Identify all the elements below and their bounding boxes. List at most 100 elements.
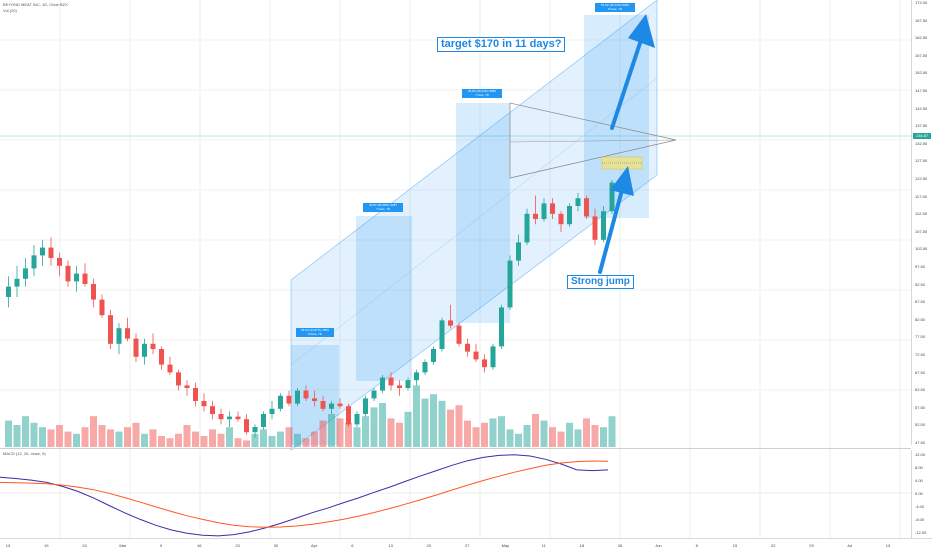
candle-body (218, 414, 224, 420)
candle-body (592, 216, 598, 240)
volume-bar (107, 429, 114, 447)
price-chart[interactable] (0, 0, 911, 538)
macd-tick: 8.00 (915, 465, 923, 470)
measure-label-1: 18.52 (44.87%) 1852 8 bars, 7D (296, 328, 334, 337)
price-tick: 132.50 (915, 140, 928, 146)
candle-body (235, 416, 241, 420)
macd-tick: -4.00 (915, 504, 925, 509)
volume-bar (464, 420, 471, 447)
volume-bar (328, 414, 335, 447)
time-tick: Mar (119, 543, 127, 548)
volume-bar (540, 420, 548, 447)
candle-body (167, 364, 173, 373)
candle-body (303, 390, 309, 399)
volume-bar (566, 422, 573, 447)
price-tick: 47.50 (915, 440, 926, 445)
volume-bar (532, 414, 539, 447)
time-axis[interactable]: 13 19 24 Mar 9 16 23 30 Apr 6 13 20 27 May 11 18 26 Jun 8 1… (0, 538, 932, 551)
price-tick: 87.50 (915, 299, 926, 305)
volume-bar (285, 427, 293, 447)
volume-bar (268, 436, 276, 447)
candle-body (414, 372, 419, 381)
channel-midline (290, 77, 658, 366)
time-tick: May (501, 543, 510, 548)
candle-body (371, 390, 377, 399)
candle-body (210, 406, 215, 414)
candle-body (422, 362, 428, 373)
volume-bar (506, 429, 514, 447)
jump-annotation[interactable]: Strong jump (567, 275, 634, 289)
volume-bar (336, 418, 344, 447)
candle-body (550, 203, 555, 214)
volume-bar (472, 427, 480, 447)
candle-body (91, 284, 96, 300)
candle-body (507, 260, 513, 308)
candle-body (346, 406, 351, 425)
candle-body (261, 414, 266, 427)
volume-bars (5, 385, 616, 447)
candle-body (31, 255, 37, 269)
volume-bar (583, 418, 590, 447)
macd-header: MACD (12, 26, close, 9) (3, 451, 46, 456)
volume-bar (141, 433, 148, 447)
volume-bar (183, 425, 191, 447)
volume-bar (226, 427, 233, 447)
volume-bar (158, 436, 165, 447)
volume-bar (455, 405, 463, 447)
volume-bar (370, 407, 378, 447)
candle-body (465, 343, 470, 352)
time-tick: 16 (197, 543, 202, 548)
candle-body (57, 258, 62, 266)
time-tick: 6 (351, 543, 354, 548)
price-tick: 57.50 (915, 404, 926, 410)
price-tick: 52.50 (915, 422, 926, 428)
volume-bar (132, 422, 140, 447)
candle-body (99, 299, 105, 316)
time-tick: 24 (82, 543, 87, 548)
target-annotation[interactable]: target $170 in 11 days? (437, 37, 566, 52)
volume-bar (515, 433, 522, 447)
price-tick: 147.50 (915, 88, 928, 93)
measure-label-2-line1: 42.87 (66.28%) 4287 (368, 203, 398, 207)
volume-bar (234, 438, 242, 447)
candle-body (405, 380, 411, 388)
macd-tick: 4.00 (915, 478, 923, 483)
candle-body (14, 278, 20, 287)
candle-body (431, 349, 436, 362)
price-tick: 152.50 (915, 70, 928, 76)
volume-bar (243, 440, 250, 447)
regression-channel (290, 0, 658, 451)
candle-body (159, 349, 164, 365)
candle-body (125, 328, 130, 339)
time-tick: Apr (310, 543, 318, 548)
up-arrow-target (610, 14, 655, 130)
volume-bar (430, 394, 437, 447)
time-tick: 30 (273, 543, 279, 548)
price-axis[interactable]: 172.00 167.50 162.50 157.50 152.50 147.50 142.… (911, 0, 932, 445)
price-tick: 107.50 (915, 228, 928, 234)
volume-bar (251, 433, 259, 447)
candle-body (558, 213, 564, 225)
candle-body (116, 328, 122, 344)
candle-body (329, 403, 334, 409)
candle-body (142, 343, 147, 357)
candle-body (252, 427, 258, 433)
candle-body (278, 395, 283, 409)
volume-bar (387, 418, 395, 447)
candle-body (193, 388, 198, 401)
candle-body (448, 320, 453, 326)
macd-tick: -8.00 (915, 517, 925, 522)
candle-body (473, 351, 479, 360)
candle-body (176, 372, 181, 386)
candle-body (6, 286, 11, 297)
volume-bar (294, 433, 301, 447)
time-tick: 13 (5, 543, 11, 548)
candle-body (575, 198, 581, 206)
candle-body (363, 398, 368, 414)
time-tick: 22 (770, 543, 776, 548)
volume-header: Vol (20) (3, 8, 17, 13)
triangle-pattern (509, 102, 677, 179)
up-arrow-jump (598, 166, 634, 274)
candle-body (354, 414, 360, 425)
macd-axis[interactable]: 12.00 8.00 4.00 0.00 -4.00 -8.00 -12.00 (911, 450, 932, 538)
